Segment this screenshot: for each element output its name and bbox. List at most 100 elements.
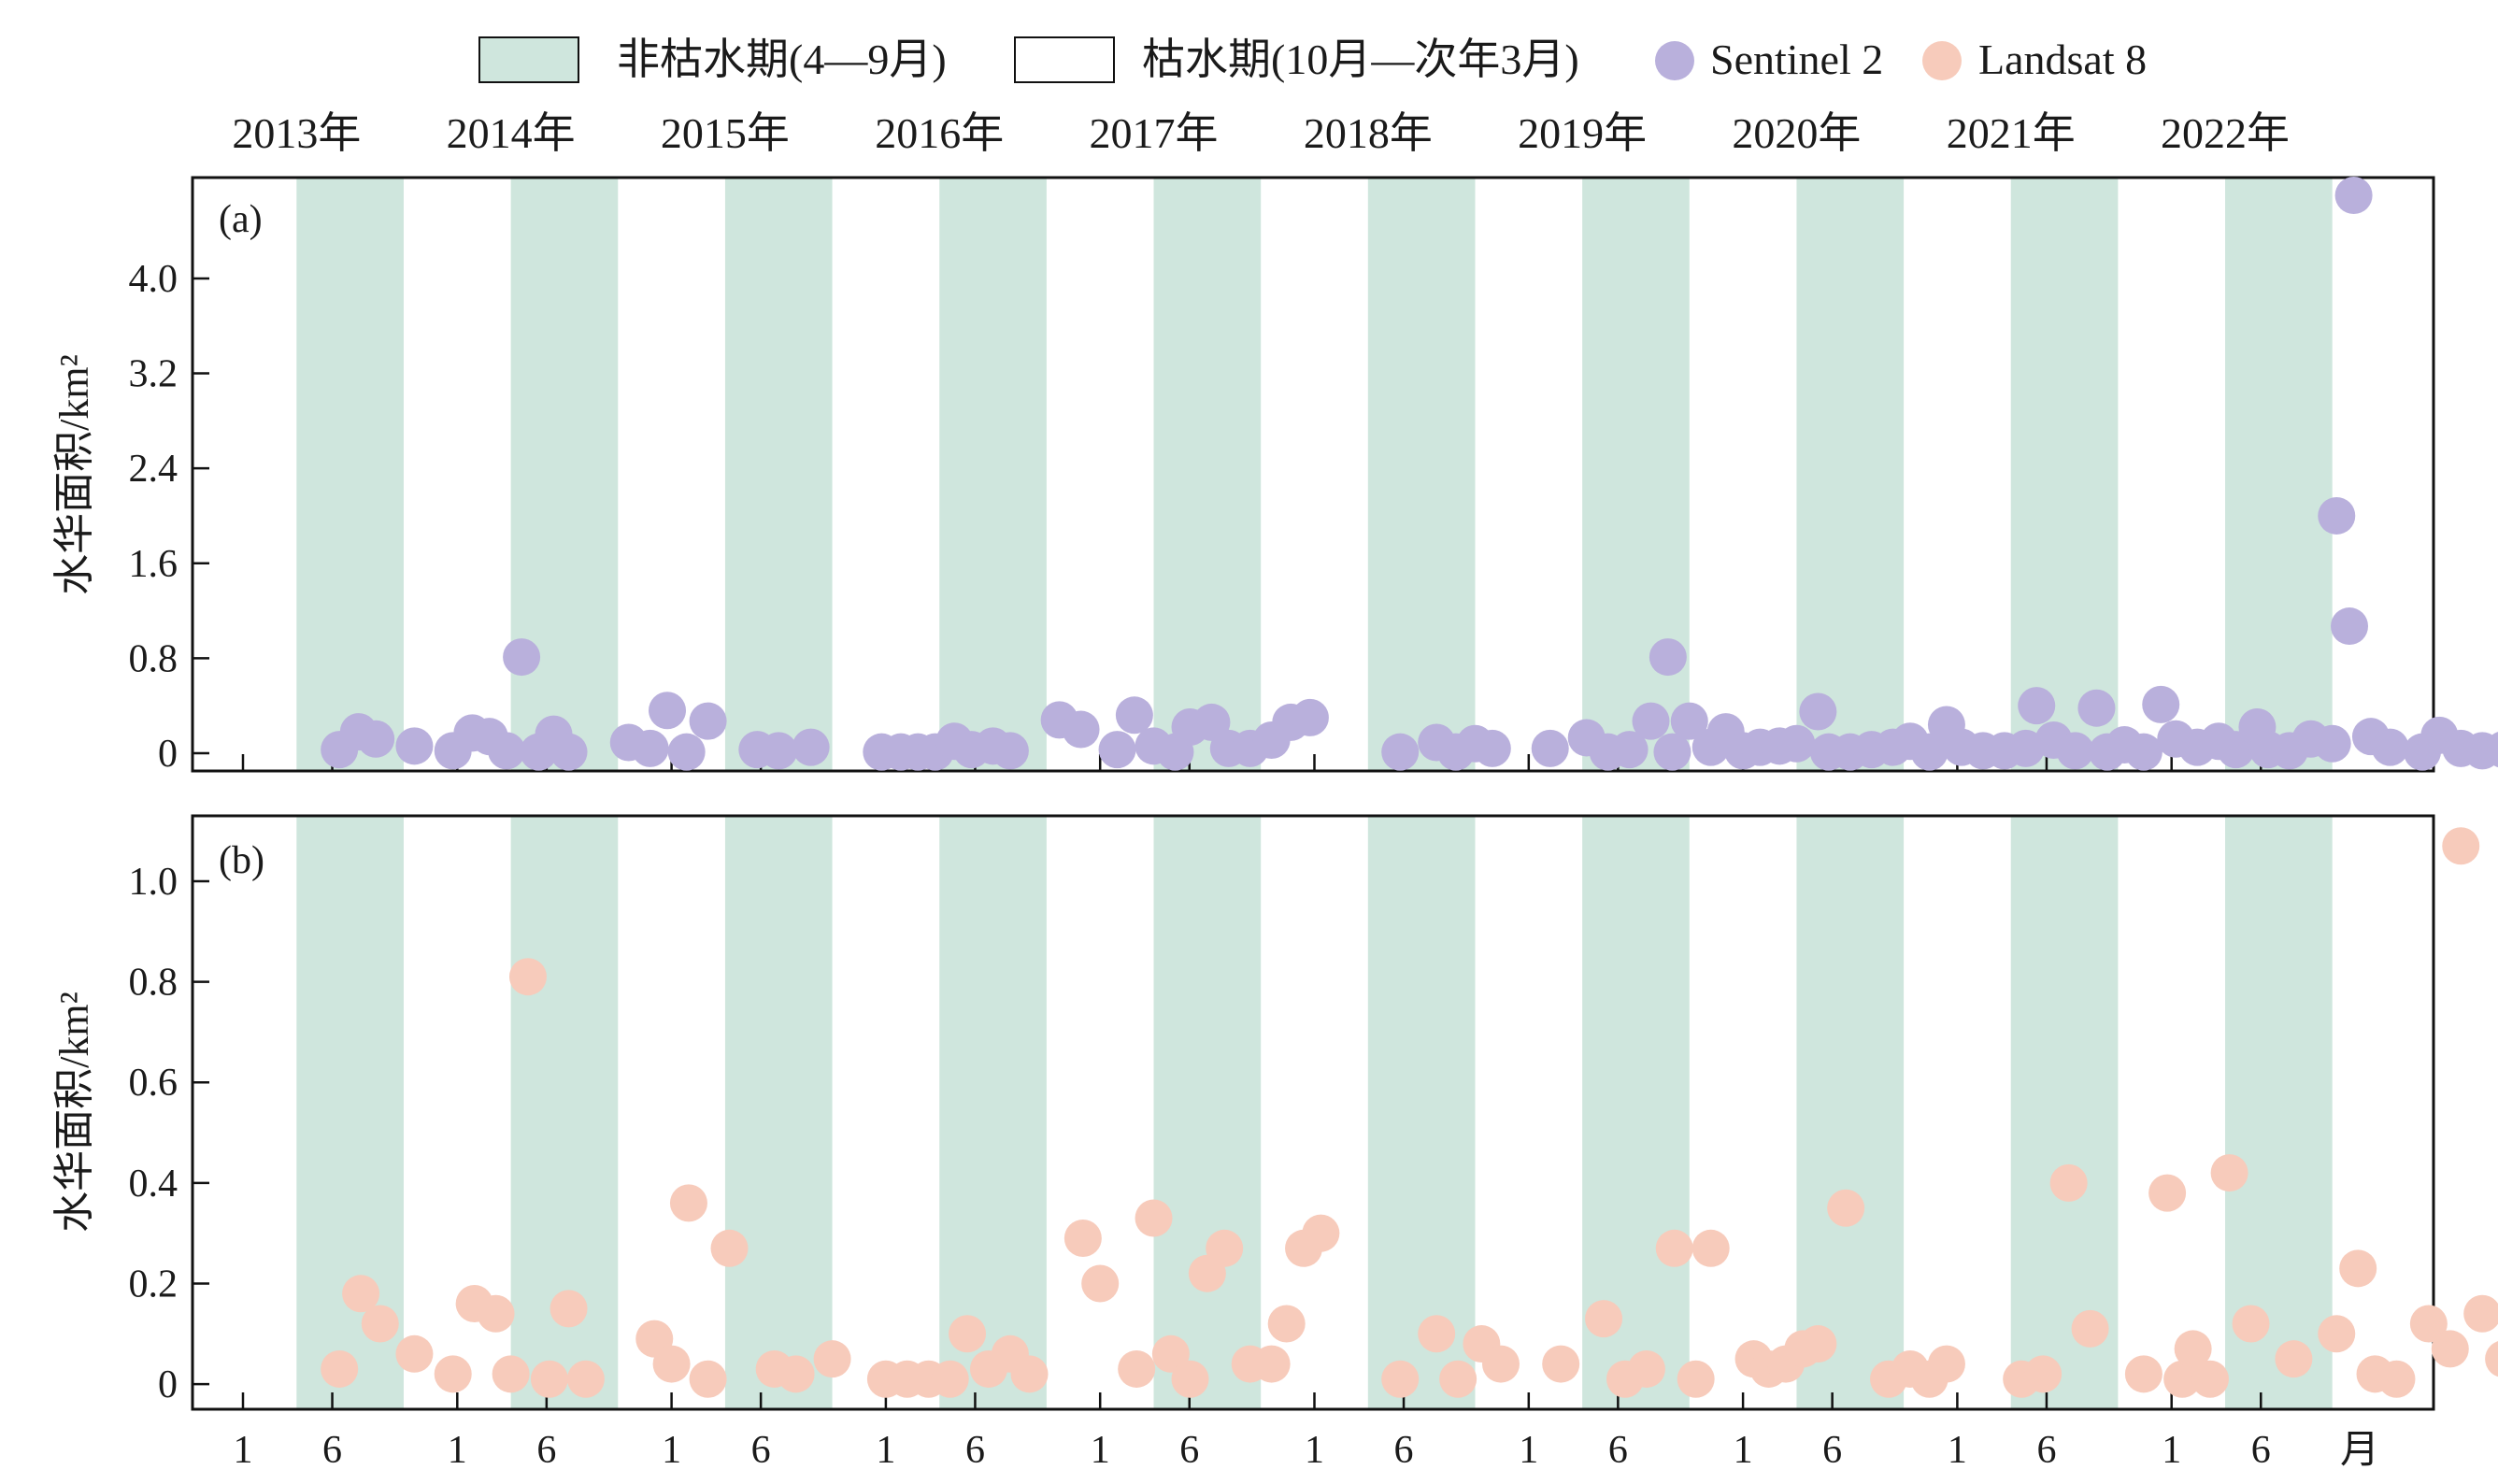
x-tick-label: 6 — [2251, 1429, 2271, 1472]
landsat-data-point — [1381, 1360, 1420, 1398]
landsat-data-point — [1481, 1345, 1520, 1383]
x-unit-label: 月 — [2340, 1429, 2379, 1472]
landsat-data-point — [1010, 1355, 1049, 1393]
wet-season-band — [724, 178, 833, 771]
wet-season-band — [1367, 178, 1476, 771]
x-tick-label: 1 — [876, 1429, 895, 1472]
x-tick-label: 6 — [536, 1429, 556, 1472]
x-tick-label: 1 — [2162, 1429, 2181, 1472]
year-label: 2020年 — [1732, 109, 1861, 157]
x-tick-label: 1 — [1519, 1429, 1538, 1472]
year-label: 2018年 — [1304, 109, 1433, 157]
landsat-data-point — [2463, 1294, 2498, 1333]
landsat-data-point — [813, 1340, 851, 1378]
x-tick-label: 1 — [1305, 1429, 1324, 1472]
sentinel-data-point — [1062, 710, 1100, 749]
landsat-data-point — [1171, 1360, 1209, 1398]
sentinel-data-point — [2318, 496, 2356, 535]
landsat-data-point — [1081, 1264, 1120, 1303]
landsat-data-point — [1542, 1345, 1580, 1383]
legend-dry-label: 枯水期(10月—次年3月) — [1142, 36, 1579, 83]
landsat-data-point — [2191, 1360, 2229, 1398]
legend-sentinel-label: Sentinel 2 — [1710, 36, 1883, 83]
panel-b-frame — [191, 814, 2435, 1411]
sentinel-data-point — [1632, 702, 1670, 740]
landsat-data-point — [2409, 1305, 2448, 1343]
landsat-y-tick-label: 1.0 — [129, 861, 178, 904]
landsat-data-point — [361, 1305, 399, 1343]
sentinel-data-point — [2334, 177, 2373, 215]
landsat-data-point — [2442, 827, 2480, 865]
x-tick-label: 1 — [1734, 1429, 1753, 1472]
year-label: 2016年 — [875, 109, 1004, 157]
sentinel-data-point — [2142, 685, 2180, 723]
legend: 非枯水期(4—9月) 枯水期(10月—次年3月) Sentinel 2 Land… — [478, 36, 2147, 83]
panel-b-label: (b) — [219, 839, 264, 882]
sentinel-data-point — [649, 692, 687, 730]
landsat-data-point — [2124, 1355, 2163, 1393]
landsat-data-point — [1252, 1345, 1291, 1383]
panel-b-points — [321, 827, 2498, 1398]
sentinel-data-point — [550, 733, 588, 771]
landsat-data-point — [2431, 1330, 2469, 1368]
wet-season-band — [2010, 178, 2119, 771]
sentinel-y-tick-label: 3.2 — [129, 353, 178, 396]
sentinel-data-point — [2485, 732, 2498, 768]
landsat-data-point — [931, 1360, 969, 1398]
year-label: 2019年 — [1518, 109, 1647, 157]
landsat-data-point — [2232, 1305, 2270, 1343]
landsat-data-point — [2148, 1174, 2187, 1212]
panel-a-y-axis: 0 0.8 1.6 2.4 3.2 4.0 — [129, 258, 209, 776]
sentinel-y-tick-label: 0.8 — [129, 637, 178, 680]
landsat-data-point — [1118, 1349, 1156, 1388]
panel-a-label: (a) — [219, 198, 263, 241]
landsat-data-point — [2377, 1360, 2416, 1398]
sentinel-data-point — [2371, 728, 2409, 766]
landsat-data-point — [710, 1229, 749, 1267]
sentinel-data-point — [1098, 731, 1136, 769]
sentinel-data-point — [1473, 729, 1511, 767]
wet-season-band — [1367, 816, 1476, 1409]
landsat-y-tick-label: 0.8 — [129, 962, 178, 1005]
landsat-data-point — [1302, 1214, 1340, 1252]
year-label: 2021年 — [1947, 109, 2076, 157]
sentinel-data-point — [792, 728, 830, 766]
legend-sentinel-marker — [1655, 41, 1694, 80]
landsat-data-point — [689, 1360, 727, 1398]
panel-a-season-bands — [296, 178, 2333, 771]
landsat-data-point — [1655, 1229, 1693, 1267]
landsat-data-point — [530, 1360, 568, 1398]
landsat-data-point — [2049, 1163, 2088, 1202]
legend-dry-swatch — [1014, 36, 1115, 83]
panel-b-y-axis: 0 0.2 0.4 0.6 0.8 1.0 — [129, 861, 209, 1406]
wet-season-band — [1796, 816, 1905, 1409]
sentinel-data-point — [1115, 696, 1153, 735]
landsat-data-point — [477, 1294, 515, 1333]
landsat-data-point — [492, 1355, 530, 1393]
wet-season-band — [1153, 816, 1262, 1409]
panel-b-season-bands — [296, 816, 2333, 1409]
x-tick-label: 1 — [1948, 1429, 1967, 1472]
x-tick-label: 1 — [662, 1429, 681, 1472]
landsat-data-point — [395, 1334, 434, 1373]
landsat-y-tick-label: 0.2 — [129, 1263, 178, 1306]
year-label: 2022年 — [2161, 109, 2290, 157]
x-tick-label: 1 — [234, 1429, 253, 1472]
sentinel-data-point — [991, 732, 1029, 770]
x-tick-label: 6 — [1394, 1429, 1414, 1472]
sentinel-data-point — [1653, 733, 1692, 771]
sentinel-data-point — [2331, 607, 2369, 646]
sentinel-y-tick-label: 4.0 — [129, 258, 178, 301]
landsat-data-point — [2318, 1315, 2356, 1353]
landsat-data-point — [566, 1360, 605, 1398]
sentinel-data-point — [357, 720, 395, 758]
sentinel-data-point — [503, 638, 541, 677]
landsat-y-tick-label: 0 — [158, 1363, 178, 1406]
wet-season-band — [724, 816, 833, 1409]
landsat-data-point — [1267, 1305, 1306, 1343]
sentinel-data-point — [689, 702, 727, 740]
landsat-data-point — [2071, 1309, 2109, 1348]
sentinel-data-point — [1649, 638, 1687, 677]
legend-landsat-marker — [1922, 41, 1962, 80]
sentinel-data-point — [2056, 732, 2094, 770]
